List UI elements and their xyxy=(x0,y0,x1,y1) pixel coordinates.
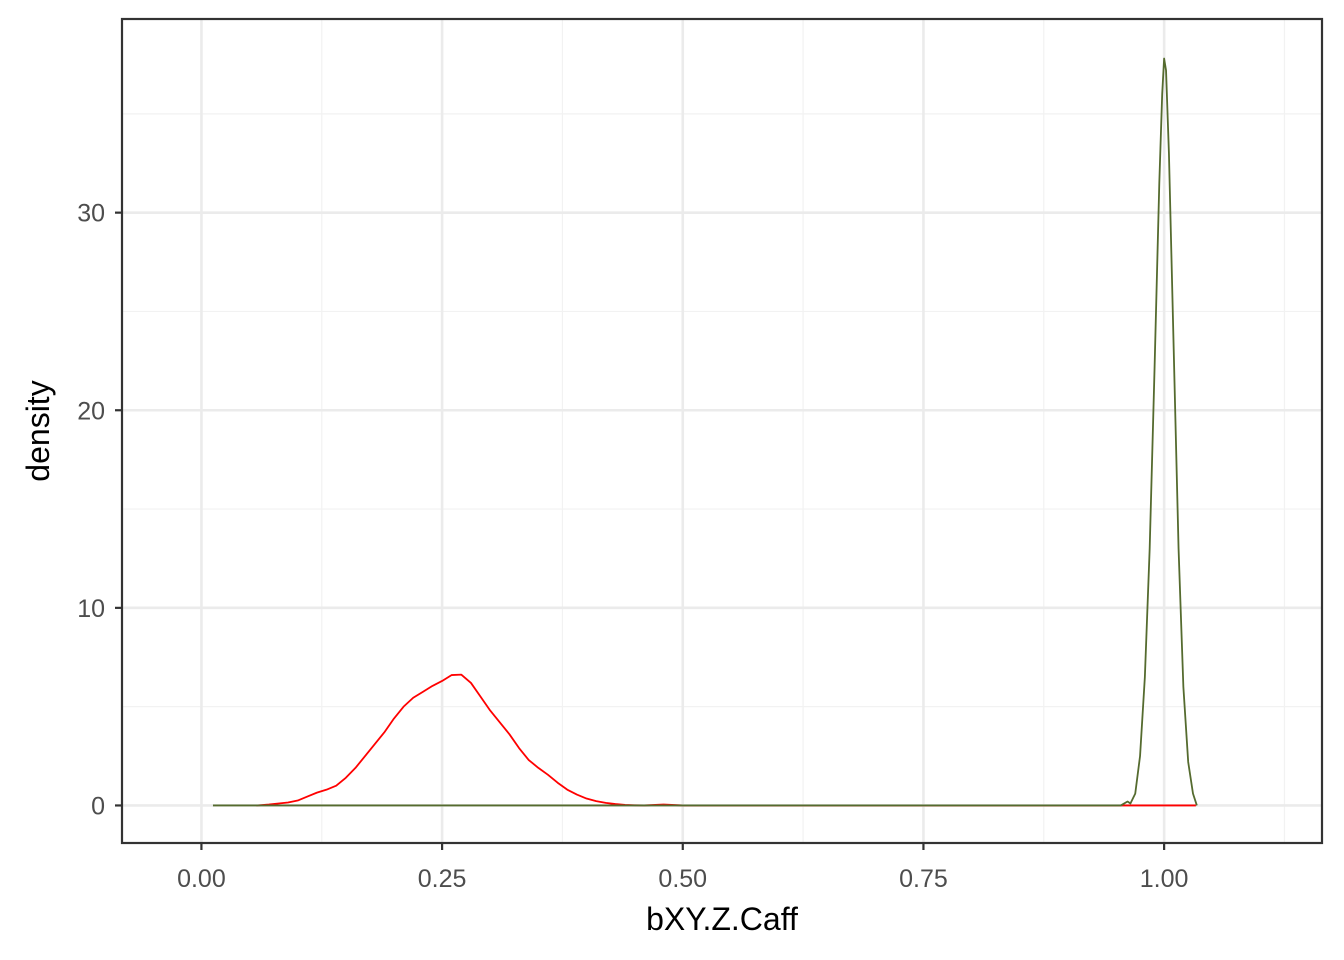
x-tick-label-2: 0.50 xyxy=(658,865,707,893)
x-tick-label-3: 0.75 xyxy=(899,865,948,893)
x-tick-label-0: 0.00 xyxy=(177,865,226,893)
density-series xyxy=(212,57,1198,807)
y-tick-label-1: 10 xyxy=(77,595,105,623)
y-tick-label-3: 30 xyxy=(77,200,105,228)
y-axis-title: density xyxy=(20,380,56,481)
minor-gridlines xyxy=(122,19,1322,843)
x-axis-title: bXY.Z.Caff xyxy=(646,901,798,937)
y-tick-label-0: 0 xyxy=(91,792,105,820)
y-tick-label-2: 20 xyxy=(77,397,105,425)
x-tick-label-1: 0.25 xyxy=(418,865,467,893)
x-axis: 0.00 0.25 0.50 0.75 1.00 xyxy=(177,843,1188,893)
density-line-1 xyxy=(212,57,1198,807)
plot-panel-border xyxy=(120,17,1324,845)
x-tick-label-4: 1.00 xyxy=(1140,865,1189,893)
y-axis: 0 10 20 30 xyxy=(77,200,122,820)
